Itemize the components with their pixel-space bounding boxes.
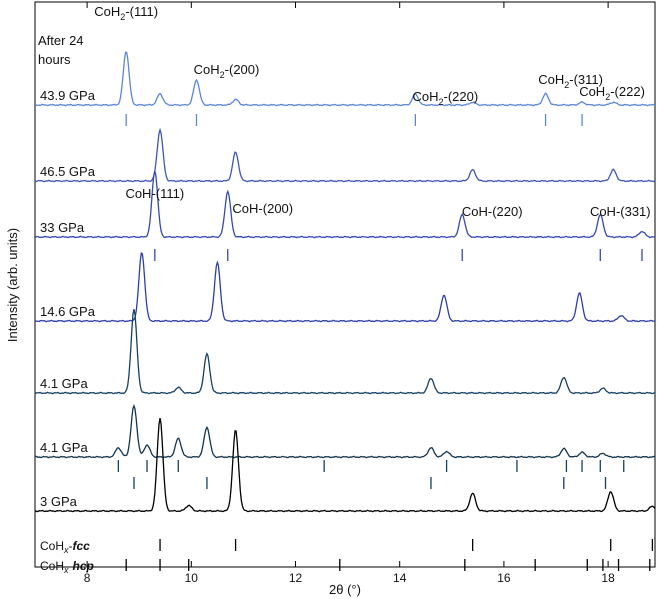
- phase-label: CoHx-fcc: [40, 539, 90, 555]
- x-tick-label: 8: [84, 571, 91, 585]
- pattern-label: 46.5 GPa: [40, 164, 96, 179]
- diffraction-patterns: 43.9 GPa 46.5 GPa 33 GPa 14.6 GPa 4.1 GPa 4.1…: [34, 51, 656, 513]
- reflection-tick-rows: CoHx-fcc CoHx-hcp: [40, 114, 654, 575]
- x-axis: 8 10 12 14 16 18: [84, 2, 615, 585]
- pattern-line: [34, 418, 656, 513]
- peak-annotation: CoH-(111): [125, 186, 184, 201]
- peak-annotation: CoH2-(222): [579, 84, 645, 102]
- x-tick-label: 12: [289, 571, 303, 585]
- x-tick-label: 18: [601, 571, 615, 585]
- x-tick-label: 10: [185, 571, 199, 585]
- peak-annotations: CoH2-(111) CoH2-(200) CoH2-(220) CoH2-(311)…: [94, 4, 650, 219]
- pattern-line: [34, 252, 656, 323]
- peak-annotation: CoH-(200): [232, 201, 293, 216]
- peak-annotation: CoH2-(220): [412, 89, 478, 107]
- peak-annotation: CoH2-(200): [194, 62, 260, 80]
- pattern-label: 4.1 GPa: [40, 440, 88, 455]
- peak-annotation: CoH2-(311): [538, 72, 603, 90]
- pattern-label: 3 GPa: [40, 494, 78, 509]
- after-note-line2: hours: [38, 52, 71, 67]
- peak-annotation: CoH2-(111): [94, 4, 158, 22]
- after-note-line1: After 24: [38, 33, 84, 48]
- x-tick-label: 14: [393, 571, 407, 585]
- pattern-line: [34, 309, 656, 395]
- plot-frame: [34, 1, 656, 568]
- pattern-line: [34, 127, 656, 183]
- pattern-label: 43.9 GPa: [40, 88, 96, 103]
- pattern-label: 14.6 GPa: [40, 304, 96, 319]
- pattern-label: 33 GPa: [40, 220, 85, 235]
- phase-label: CoHx-hcp: [40, 559, 94, 575]
- x-axis-label: 2θ (°): [329, 582, 361, 597]
- x-tick-label: 16: [497, 571, 511, 585]
- pattern-label: 4.1 GPa: [40, 376, 88, 391]
- pattern-line: [34, 171, 656, 239]
- y-axis-label: Intensity (arb. units): [5, 228, 20, 342]
- after-24h-note: After 24 hours: [38, 33, 84, 67]
- peak-annotation: CoH-(220): [462, 204, 523, 219]
- pattern-line: [34, 51, 656, 107]
- peak-annotation: CoH-(331): [590, 204, 651, 219]
- pattern-line: [34, 403, 656, 459]
